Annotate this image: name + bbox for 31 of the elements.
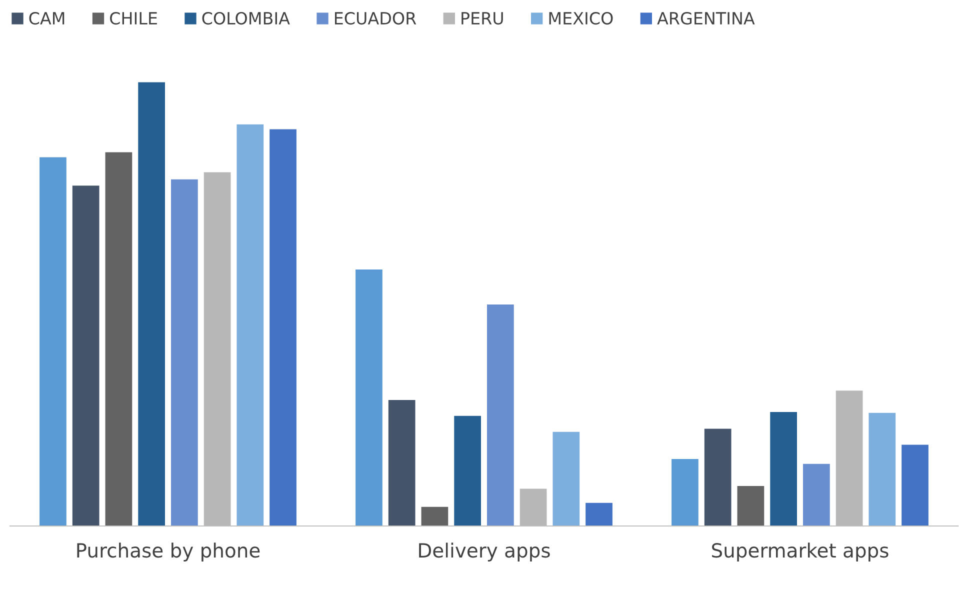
bar (421, 506, 448, 526)
bar (40, 157, 66, 526)
bar (356, 269, 382, 526)
bar (171, 179, 198, 526)
bar (868, 412, 896, 526)
bar (737, 486, 764, 526)
bar (487, 304, 514, 526)
bar (902, 444, 928, 526)
bar (105, 152, 132, 526)
bar (270, 129, 296, 526)
bar (454, 416, 481, 526)
bar (72, 186, 100, 526)
legend-label: CHILE (110, 12, 157, 25)
bar (586, 502, 612, 526)
bar (770, 412, 797, 526)
legend-label: ECUADOR (334, 12, 416, 25)
x-tick-label: Delivery apps (419, 542, 550, 562)
bar (388, 400, 416, 526)
x-tick-label: Supermarket apps (712, 542, 888, 562)
legend-label: CAM (29, 12, 64, 25)
x-tick-label: Purchase by phone (77, 542, 260, 562)
bar (704, 428, 732, 526)
legend-label: PERU (462, 12, 503, 25)
bar (552, 432, 580, 526)
legend-label: COLOMBIA (202, 12, 290, 25)
legend-label: ARGENTINA (657, 12, 755, 25)
bar (236, 124, 264, 526)
bar (803, 464, 830, 526)
legend-label: MEXICO (549, 12, 613, 25)
bar (672, 458, 698, 526)
bar (138, 82, 165, 526)
